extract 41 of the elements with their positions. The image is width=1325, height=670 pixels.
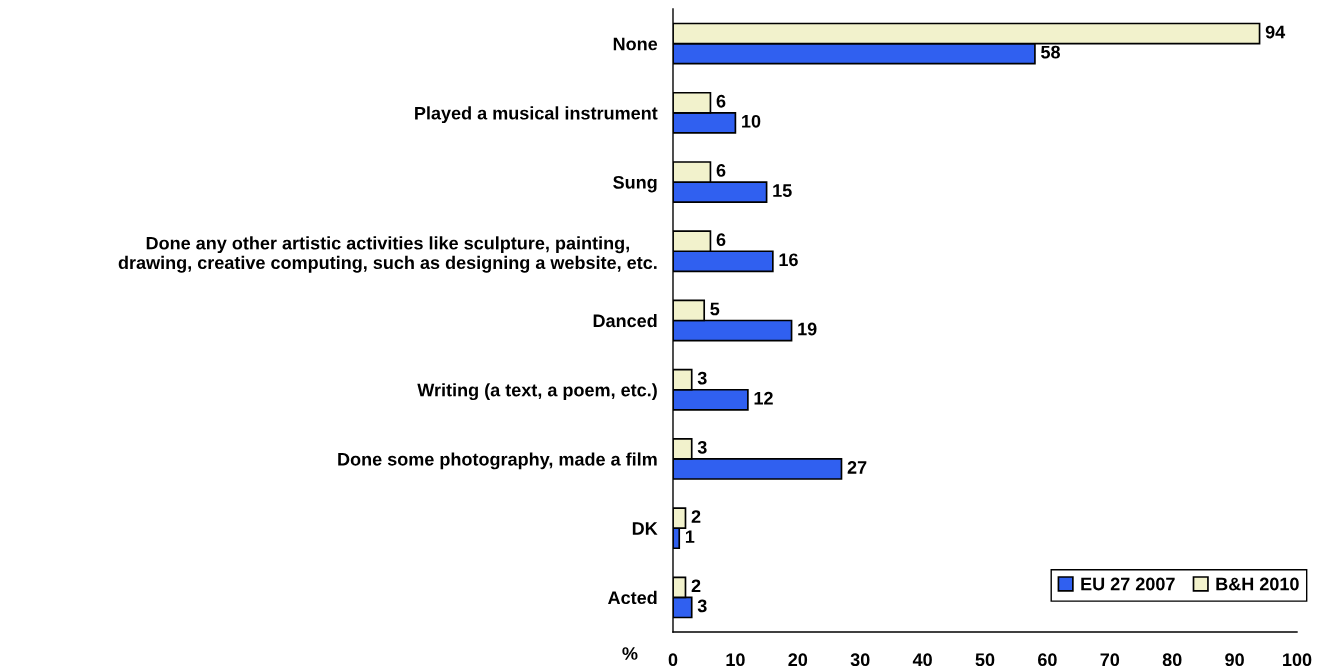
x-tick-label: 50 (975, 653, 995, 667)
data-label: 6 (716, 164, 726, 177)
x-tick-label: 0 (668, 653, 678, 667)
data-label: 10 (742, 114, 761, 128)
data-label: 2 (691, 579, 701, 593)
x-tick-label: 100 (1283, 653, 1312, 667)
data-label: 16 (779, 253, 798, 267)
data-label: 2 (691, 510, 701, 523)
x-tick-label: 30 (850, 653, 870, 667)
y-tick-label: Played a musical instrument (415, 106, 658, 124)
data-label: 12 (754, 391, 773, 405)
data-label: 3 (697, 371, 707, 385)
y-tick-label: DK (632, 522, 658, 535)
x-tick-label: 60 (1038, 653, 1057, 667)
x-tick-label: 90 (1225, 653, 1244, 667)
x-tick-label: 80 (1162, 653, 1182, 667)
data-label: 19 (798, 322, 817, 336)
x-tick-label: 10 (726, 653, 745, 667)
legend-label: B&H 2010 (1216, 577, 1299, 591)
data-label: 1 (685, 530, 695, 543)
legend-label: EU 27 2007 (1081, 577, 1175, 591)
y-tick-label: Sung (613, 175, 657, 193)
y-tick-label: Done some photography, made a film (338, 452, 657, 470)
data-label: 94 (1265, 25, 1286, 39)
data-label: 27 (847, 461, 867, 474)
data-label: 3 (697, 599, 707, 613)
y-tick-label: Danced (593, 313, 657, 328)
x-tick-label: 40 (912, 653, 932, 667)
x-tick-label: 20 (788, 653, 808, 667)
y-tick-label: Writing (a text, a poem, etc.) (417, 383, 657, 401)
x-axis-title: % (622, 647, 638, 660)
y-tick-label: None (613, 37, 658, 51)
data-label: 5 (710, 302, 720, 316)
y-tick-label: Done any other artistic activities like sculpture, painting, drawing, creative computing, such as designing a website, etc. (118, 236, 657, 273)
y-tick-label: Acted (608, 590, 657, 605)
data-label: 6 (716, 233, 726, 247)
data-label: 15 (773, 184, 792, 197)
data-label: 3 (697, 440, 707, 454)
x-tick-label: 70 (1100, 653, 1120, 667)
data-label: 58 (1041, 45, 1060, 59)
data-label: 6 (716, 94, 726, 108)
